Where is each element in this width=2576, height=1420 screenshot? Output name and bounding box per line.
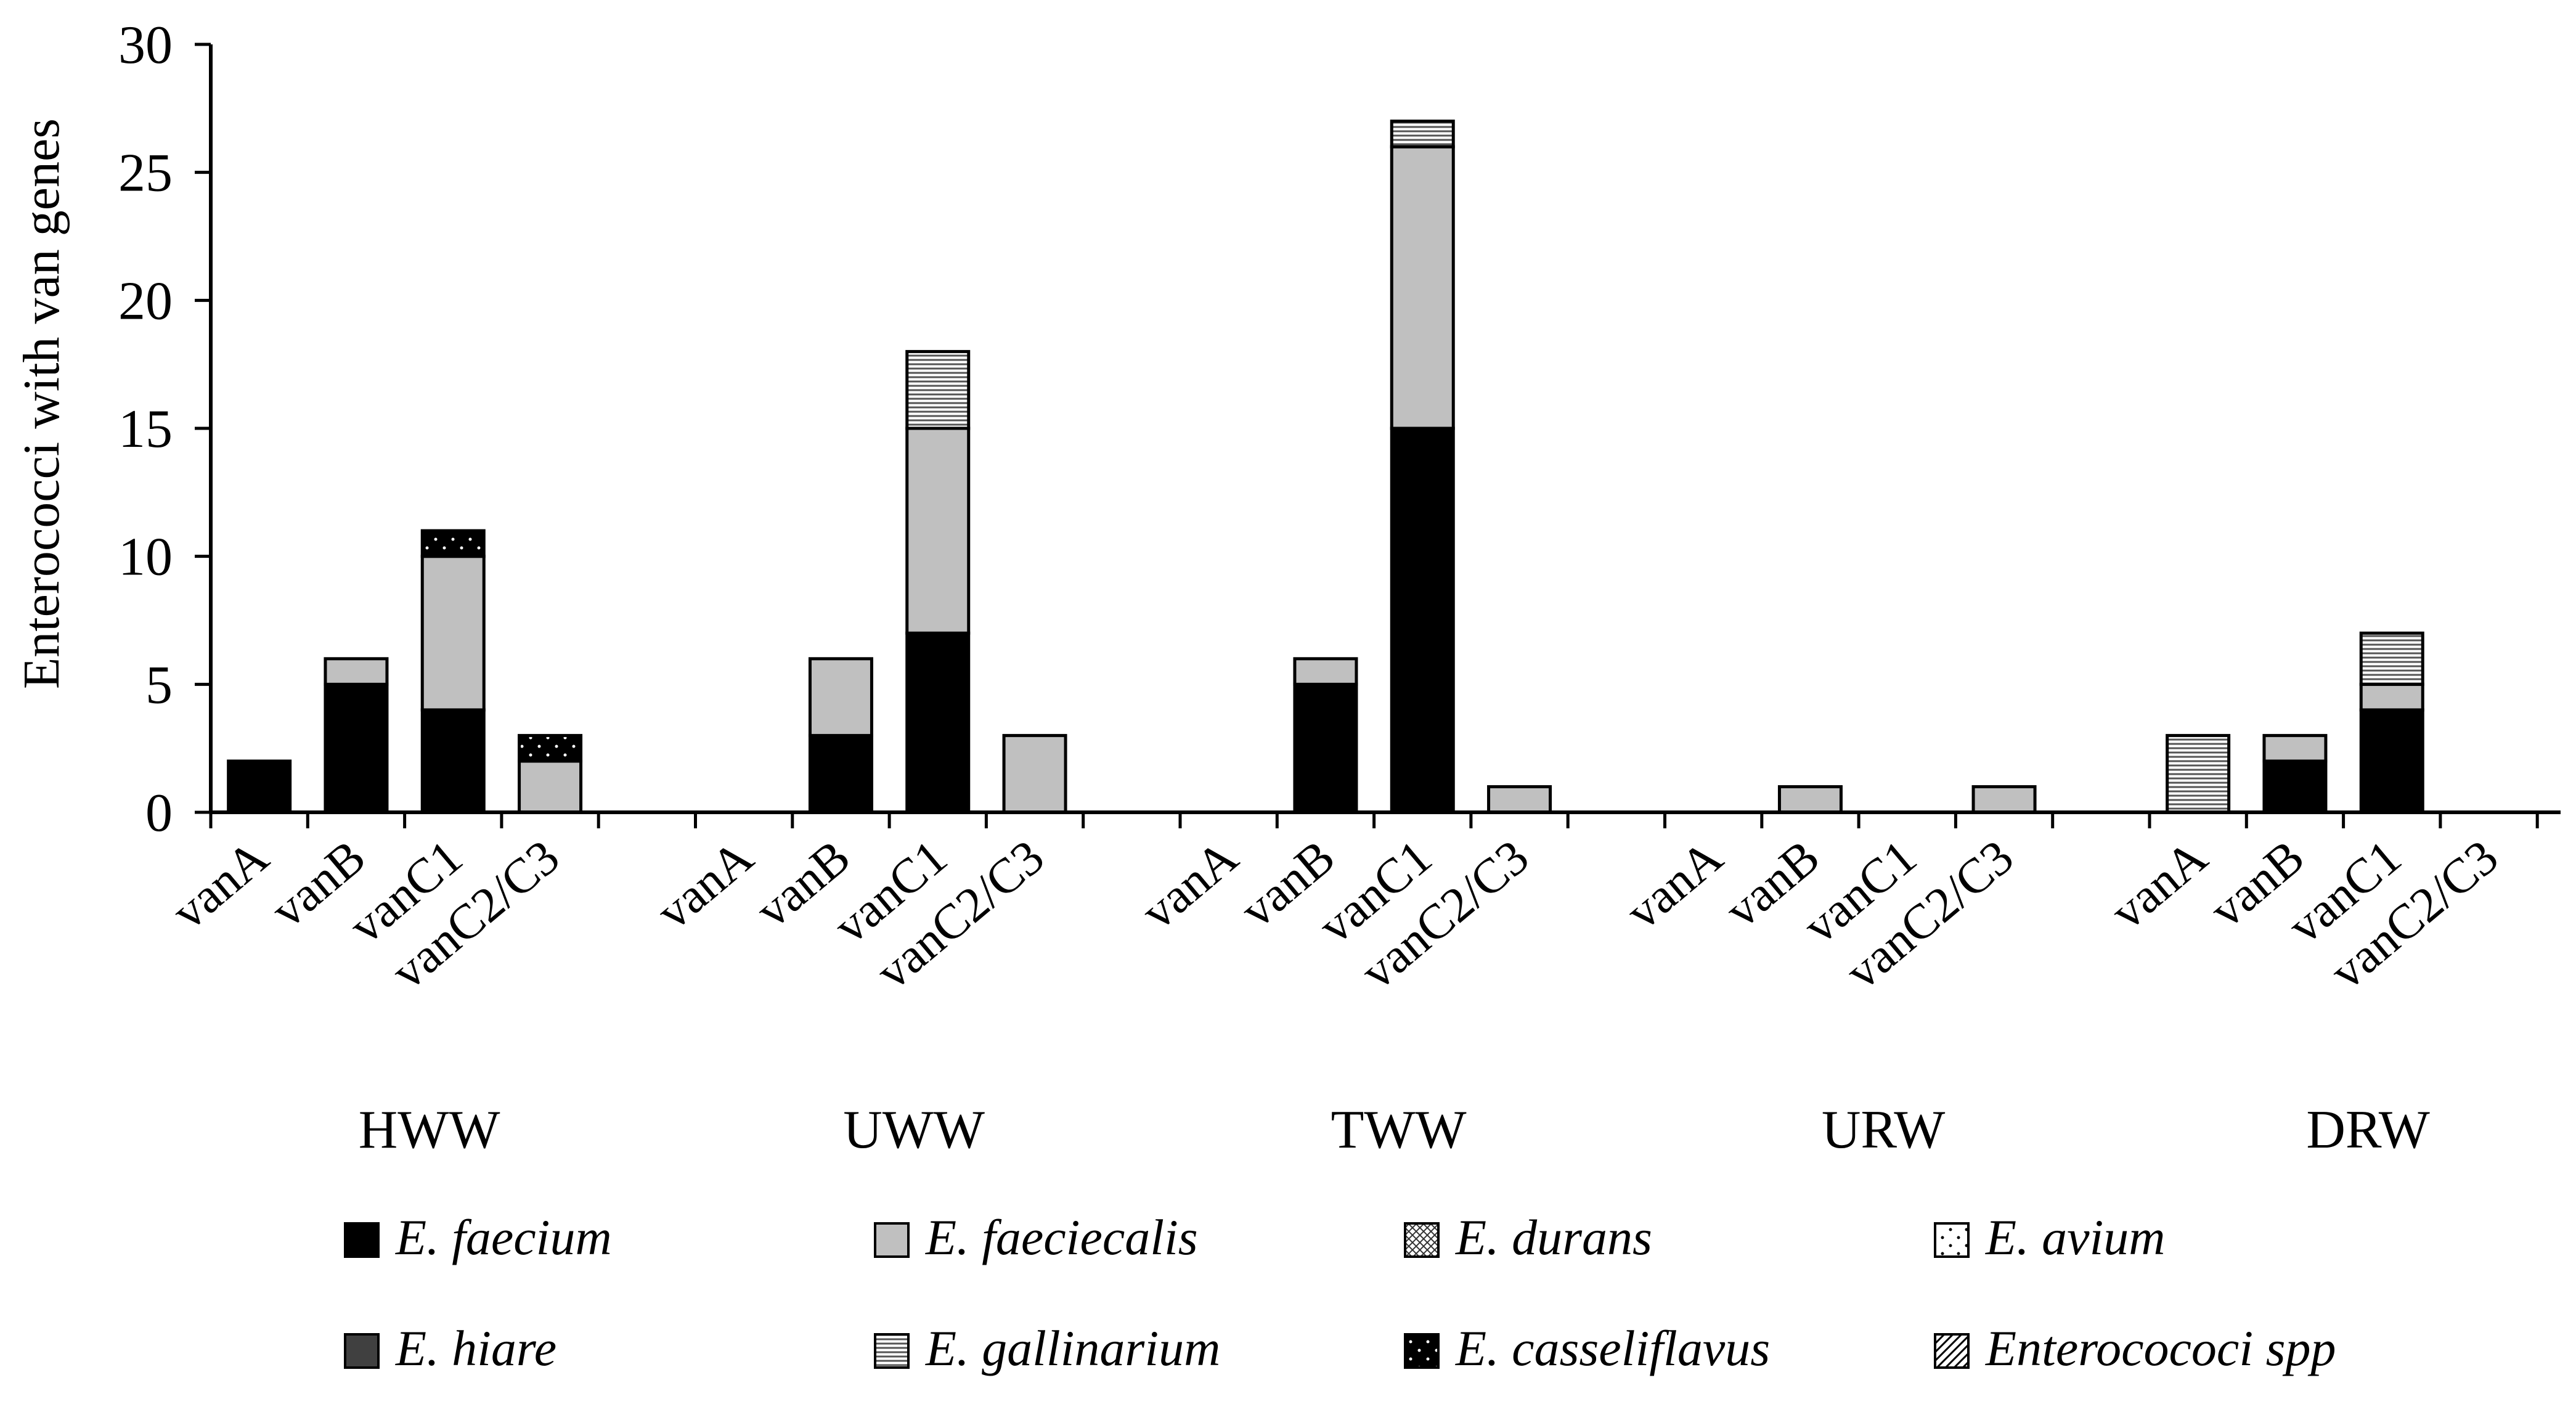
- legend-label-e-faeciecalis: E. faeciecalis: [925, 1209, 1198, 1265]
- y-axis-ticks: 0 5 10 15 20 25 30: [118, 15, 211, 843]
- legend-swatch-e-gallinarium: [874, 1333, 910, 1369]
- legend: E. faecium E. faeciecalis E. durans E. aviu…: [344, 1209, 2336, 1376]
- legend-swatch-e-faecium: [344, 1222, 380, 1258]
- y-tick-label: 25: [118, 144, 173, 203]
- bar-uww-vanc2-c3-e-faeciecalis: [1002, 733, 1067, 814]
- legend-swatch-e-durans: [1404, 1222, 1440, 1258]
- bar-urw-vanc2-c3-e-faeciecalis: [1971, 785, 2037, 814]
- bar-tww-vanc1-e-faecium: [1390, 426, 1455, 814]
- category-label: vanA: [646, 830, 763, 940]
- group-labels: HWW UWW TWW URW DRW: [359, 1100, 2430, 1160]
- legend-label-e-hiare: E. hiare: [395, 1320, 556, 1376]
- legend-label-e-durans: E. durans: [1455, 1209, 1652, 1265]
- bar-uww-vanb-e-faeciecalis: [808, 657, 873, 737]
- legend-swatch-enterocococi-spp: [1934, 1333, 1970, 1369]
- bar-hww-vanc1-e-casseliflavus: [420, 529, 486, 558]
- category-label: vanA: [2101, 830, 2217, 940]
- bar-tww-vanb-e-faeciecalis: [1293, 657, 1358, 686]
- group-label-uww: UWW: [843, 1100, 985, 1160]
- bar-hww-vanc2-c3-e-casseliflavus: [518, 733, 583, 763]
- group-label-hww: HWW: [359, 1100, 500, 1160]
- y-tick-label: 0: [145, 783, 173, 843]
- category-label: vanA: [1131, 830, 1248, 940]
- bar-tww-vanb-e-faecium: [1293, 682, 1358, 814]
- legend-label-e-casseliflavus: E. casseliflavus: [1455, 1320, 1770, 1376]
- bar-uww-vanc1-e-gallinarium: [905, 349, 971, 430]
- y-tick-label: 20: [118, 271, 173, 331]
- category-label: vanA: [1616, 830, 1732, 940]
- legend-swatch-e-faeciecalis: [874, 1222, 910, 1258]
- y-tick-label: 10: [118, 528, 173, 587]
- y-tick-label: 5: [145, 655, 173, 715]
- bar-drw-vanc1-e-faeciecalis: [2359, 682, 2424, 712]
- category-label: vanA: [162, 830, 279, 940]
- bar-uww-vanc1-e-faecium: [905, 631, 971, 814]
- legend-label-enterocococi-spp: Enterocococi spp: [1985, 1320, 2336, 1376]
- legend-label-e-faecium: E. faecium: [395, 1209, 612, 1265]
- bar-drw-vanb-e-faecium: [2262, 759, 2328, 814]
- y-tick-label: 15: [118, 399, 173, 459]
- bar-hww-vanc2-c3-e-faeciecalis: [518, 759, 583, 814]
- group-label-tww: TWW: [1331, 1100, 1467, 1160]
- bar-tww-vanc1-e-faeciecalis: [1390, 145, 1455, 430]
- bar-uww-vanb-e-faecium: [808, 733, 873, 814]
- legend-label-e-avium: E. avium: [1985, 1209, 2165, 1265]
- bar-tww-vanc1-e-gallinarium: [1390, 120, 1455, 149]
- bars: [227, 120, 2424, 814]
- bar-drw-vanb-e-faeciecalis: [2262, 733, 2328, 763]
- legend-swatch-e-avium: [1934, 1222, 1970, 1258]
- group-label-urw: URW: [1822, 1100, 1945, 1160]
- bar-hww-vanc1-e-faeciecalis: [420, 555, 486, 712]
- bar-hww-vanc1-e-faecium: [420, 708, 486, 814]
- bar-drw-vanc1-e-gallinarium: [2359, 631, 2424, 686]
- bar-drw-vana-e-gallinarium: [2166, 733, 2231, 814]
- legend-swatch-e-hiare: [344, 1333, 380, 1369]
- group-label-drw: DRW: [2306, 1100, 2429, 1160]
- bar-urw-vanb-e-faeciecalis: [1777, 785, 1843, 814]
- y-tick-label: 30: [118, 15, 173, 75]
- x-axis-ticks: [209, 812, 2539, 828]
- legend-label-e-gallinarium: E. gallinarium: [925, 1320, 1220, 1376]
- bar-hww-vanb-e-faecium: [324, 682, 389, 814]
- legend-swatch-e-casseliflavus: [1404, 1333, 1440, 1369]
- bar-tww-vanc2-c3-e-faeciecalis: [1487, 785, 1552, 814]
- y-axis-label: Enterococci with van genes: [13, 118, 70, 689]
- bar-hww-vanb-e-faeciecalis: [324, 657, 389, 686]
- bar-uww-vanc1-e-faeciecalis: [905, 426, 971, 635]
- bar-hww-vana-e-faecium: [227, 759, 292, 814]
- bar-drw-vanc1-e-faecium: [2359, 708, 2424, 814]
